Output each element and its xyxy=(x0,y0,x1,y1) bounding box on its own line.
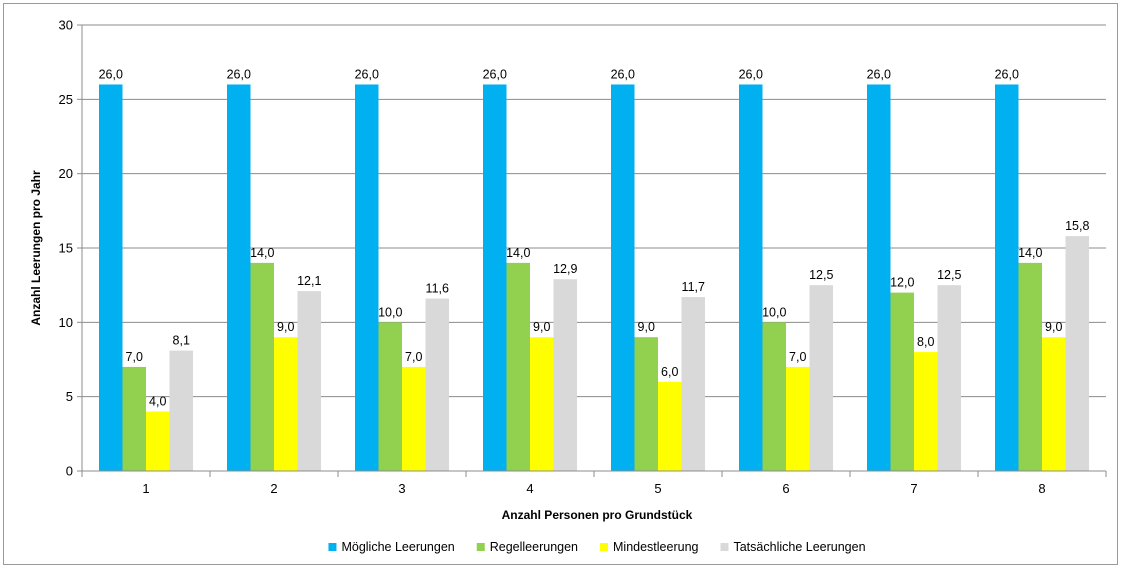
bar xyxy=(658,381,682,471)
legend-entry: Regelleerungen xyxy=(490,540,578,554)
bar xyxy=(530,337,554,471)
y-tick-label: 30 xyxy=(59,18,73,33)
bar xyxy=(402,366,426,471)
bar xyxy=(611,84,635,471)
legend-entry: Mindestleerung xyxy=(613,540,699,554)
bar xyxy=(786,366,810,471)
bar xyxy=(297,291,321,471)
data-label: 10,0 xyxy=(762,305,786,319)
data-label: 12,5 xyxy=(809,268,833,282)
y-tick-label: 20 xyxy=(59,166,73,181)
data-label: 14,0 xyxy=(1018,246,1042,260)
bar xyxy=(762,322,786,471)
y-tick-label: 25 xyxy=(59,92,73,107)
legend-swatch xyxy=(328,543,337,551)
bar xyxy=(1018,262,1042,471)
data-label: 26,0 xyxy=(483,67,507,81)
bar xyxy=(122,366,146,471)
data-label: 26,0 xyxy=(739,67,763,81)
axes: 0 5 10 15 20 25 30 1 2 3 4 5 6 7 8 xyxy=(59,18,1107,496)
data-label: 11,7 xyxy=(682,280,705,294)
data-label: 8,1 xyxy=(173,334,190,348)
legend: Mögliche Leerungen Regelleerungen Mindestl… xyxy=(328,540,866,554)
x-axis-label: Anzahl Personen pro Grundstück xyxy=(502,508,693,522)
bar xyxy=(634,337,658,471)
bar xyxy=(425,298,449,471)
bar xyxy=(995,84,1019,471)
data-label: 15,8 xyxy=(1065,219,1089,233)
data-label: 11,6 xyxy=(426,282,449,296)
bar xyxy=(937,285,961,471)
data-label: 10,0 xyxy=(378,305,402,319)
bar xyxy=(250,262,274,471)
y-tick-label: 0 xyxy=(66,464,73,479)
legend-entry: Mögliche Leerungen xyxy=(341,540,454,554)
data-label: 26,0 xyxy=(611,67,635,81)
x-tick-label: 4 xyxy=(526,481,533,496)
data-label: 9,0 xyxy=(1045,320,1062,334)
data-label: 26,0 xyxy=(867,67,891,81)
x-tick-label: 7 xyxy=(910,481,917,496)
data-label: 14,0 xyxy=(506,246,530,260)
data-label: 14,0 xyxy=(250,246,274,260)
data-label: 9,0 xyxy=(533,320,550,334)
bar xyxy=(506,262,530,471)
data-label: 7,0 xyxy=(126,350,143,364)
y-tick-label: 15 xyxy=(59,241,73,256)
x-tick-label: 3 xyxy=(398,481,405,496)
bar xyxy=(355,84,379,471)
x-tick-label: 1 xyxy=(142,481,149,496)
data-label: 12,1 xyxy=(297,274,321,288)
bar xyxy=(914,352,938,471)
data-label: 7,0 xyxy=(405,350,422,364)
data-label: 26,0 xyxy=(227,67,251,81)
x-tick-label: 6 xyxy=(782,481,789,496)
y-axis-label: Anzahl Leerungen pro Jahr xyxy=(29,170,43,326)
bar xyxy=(553,279,577,471)
legend-swatch xyxy=(600,543,609,551)
data-labels: 26,0 7,0 4,0 8,1 26,0 14,0 9,0 12,1 26,0 10,0 7,0 1… xyxy=(99,67,1090,408)
bar xyxy=(169,350,193,471)
bar xyxy=(681,297,705,471)
data-label: 9,0 xyxy=(277,320,294,334)
x-tick-label: 2 xyxy=(270,481,277,496)
data-label: 26,0 xyxy=(99,67,123,81)
bar xyxy=(99,84,123,471)
bar xyxy=(227,84,251,471)
bars xyxy=(99,84,1089,471)
bar xyxy=(1042,337,1066,471)
legend-swatch xyxy=(476,543,485,551)
bar xyxy=(146,411,170,471)
data-label: 12,0 xyxy=(890,276,914,290)
data-label: 7,0 xyxy=(789,350,806,364)
x-tick-label: 5 xyxy=(654,481,661,496)
bar xyxy=(378,322,402,471)
data-label: 4,0 xyxy=(149,395,166,409)
bar xyxy=(1065,236,1089,471)
legend-entry: Tatsächliche Leerungen xyxy=(733,540,865,554)
legend-swatch xyxy=(720,543,729,551)
y-tick-label: 5 xyxy=(66,389,73,404)
bar xyxy=(890,292,914,471)
bar xyxy=(867,84,891,471)
bar xyxy=(274,337,298,471)
data-label: 12,5 xyxy=(937,268,961,282)
data-label: 12,9 xyxy=(553,262,577,276)
bar xyxy=(483,84,507,471)
data-label: 9,0 xyxy=(638,320,655,334)
data-label: 8,0 xyxy=(917,335,934,349)
bar xyxy=(739,84,763,471)
data-label: 26,0 xyxy=(355,67,379,81)
data-label: 6,0 xyxy=(661,365,678,379)
y-tick-label: 10 xyxy=(59,315,73,330)
x-tick-label: 8 xyxy=(1038,481,1045,496)
data-label: 26,0 xyxy=(995,67,1019,81)
bar xyxy=(809,285,833,471)
